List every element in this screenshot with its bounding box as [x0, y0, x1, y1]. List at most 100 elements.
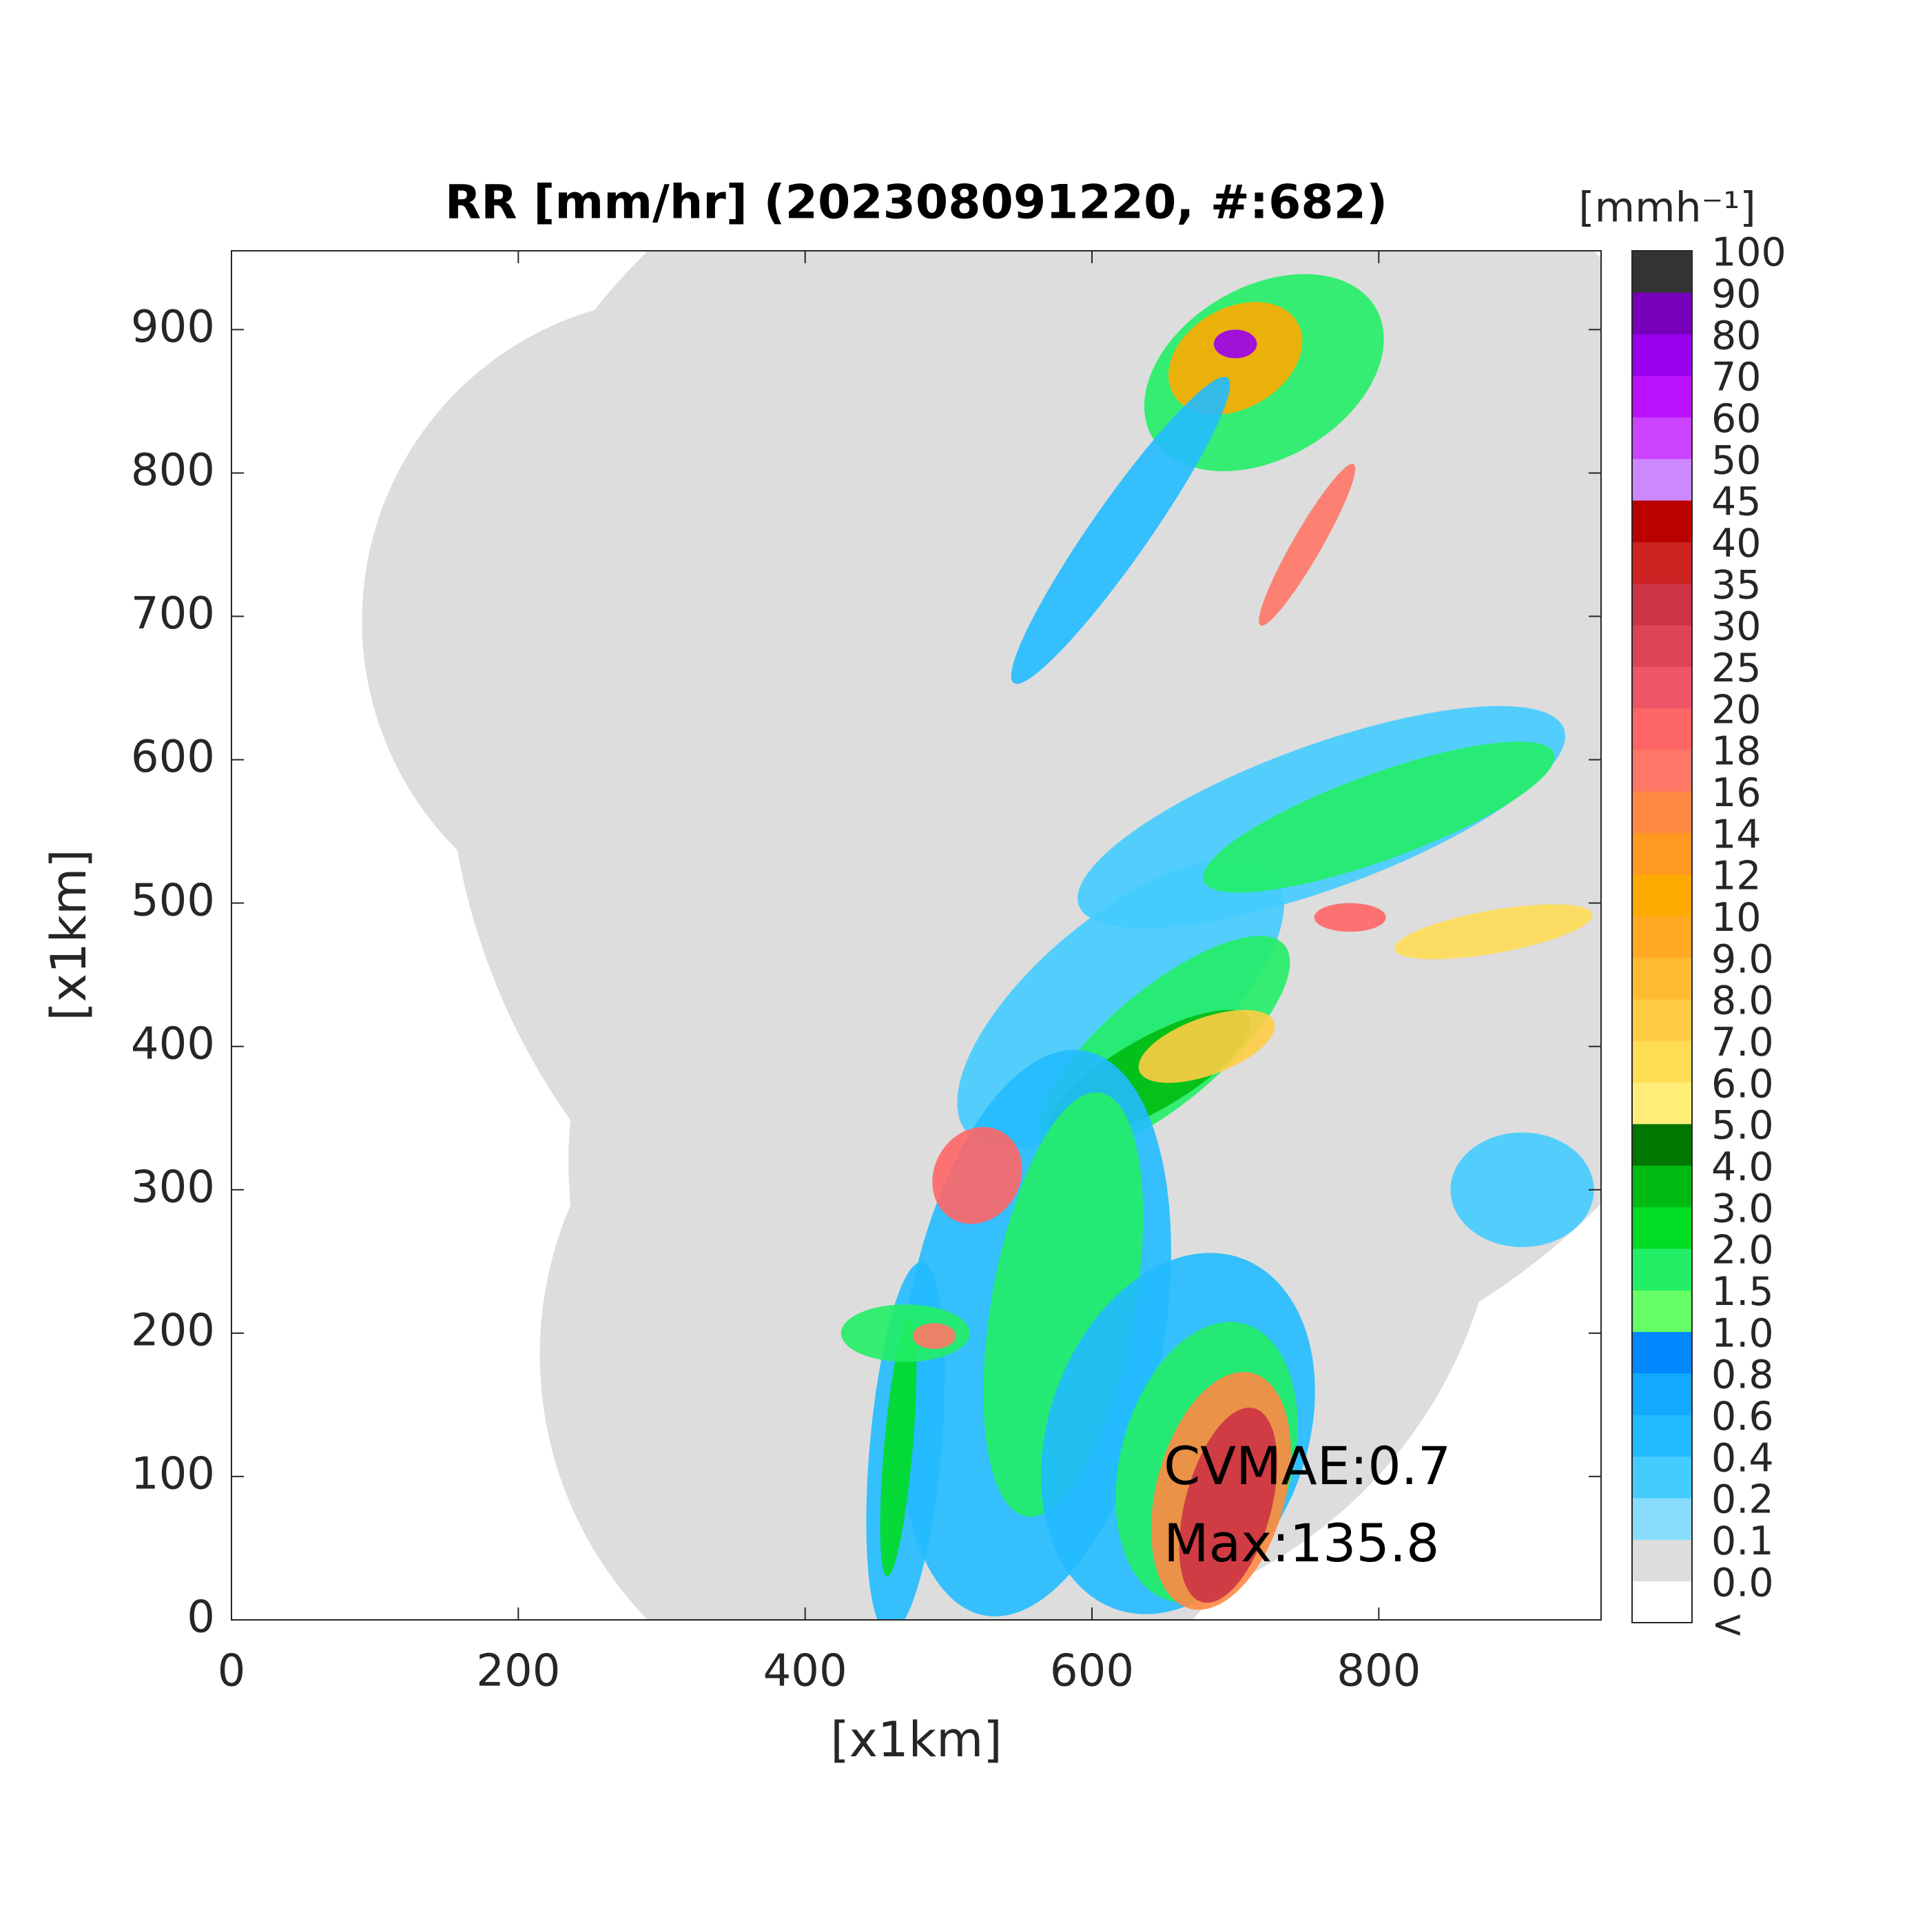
colorbar-label: 100	[1711, 230, 1786, 276]
colorbar-box	[1632, 1456, 1692, 1499]
rain-area	[932, 1127, 1022, 1224]
colorbar-label: 12	[1711, 854, 1762, 899]
colorbar-label: <	[1711, 1602, 1744, 1647]
colorbar-box	[1632, 791, 1692, 834]
colorbar-label: 0.8	[1711, 1353, 1774, 1398]
colorbar-box	[1632, 1040, 1692, 1083]
colorbar-label: 8.0	[1711, 978, 1774, 1024]
colorbar-box	[1632, 666, 1692, 709]
colorbar-box	[1632, 1124, 1692, 1166]
rain-area	[1213, 329, 1257, 359]
colorbar-box	[1632, 874, 1692, 916]
rain-area	[1394, 904, 1593, 960]
y-tick-label: 300	[131, 1162, 215, 1213]
colorbar-title: [mmh⁻¹]	[1578, 184, 1755, 232]
y-tick-label: 100	[131, 1449, 215, 1500]
colorbar-label: 7.0	[1711, 1020, 1774, 1065]
colorbar-label: 0.1	[1711, 1519, 1774, 1564]
colorbar-label: 25	[1711, 646, 1762, 691]
y-tick-label: 200	[131, 1305, 215, 1356]
colorbar-box	[1632, 1373, 1692, 1415]
y-tick-label: 800	[131, 445, 215, 496]
y-tick-label: 0	[187, 1592, 215, 1643]
colorbar-label: 4.0	[1711, 1144, 1774, 1190]
y-tick-label: 500	[131, 875, 215, 926]
colorbar-label: 0.6	[1711, 1394, 1774, 1439]
rain-area	[1314, 903, 1386, 932]
colorbar-label: 6.0	[1711, 1061, 1774, 1107]
colorbar-box	[1632, 458, 1692, 501]
colorbar-label: 3.0	[1711, 1186, 1774, 1231]
colorbar-box	[1632, 583, 1692, 626]
colorbar-label: 9.0	[1711, 936, 1774, 982]
colorbar-box	[1632, 376, 1692, 418]
map-area	[362, 251, 1601, 1620]
colorbar-label: 0.2	[1711, 1477, 1774, 1523]
colorbar-box	[1632, 832, 1692, 875]
colorbar-label: 50	[1711, 438, 1762, 483]
colorbar-label: 1.5	[1711, 1269, 1774, 1315]
colorbar-box	[1632, 1248, 1692, 1291]
chart-title: RR [mm/hr] (202308091220, #:682)	[445, 176, 1388, 230]
annotation: Max:135.8	[1164, 1512, 1439, 1574]
colorbar-box	[1632, 1539, 1692, 1582]
colorbar-box	[1632, 1498, 1692, 1540]
y-tick-label: 600	[131, 732, 215, 783]
colorbar-frame	[1631, 250, 1693, 1623]
rain-area	[1179, 1407, 1277, 1603]
rain-area	[1011, 376, 1230, 684]
colorbar-label: 90	[1711, 271, 1762, 317]
rain-area	[1450, 1132, 1594, 1248]
x-tick-label: 800	[1337, 1646, 1421, 1697]
colorbar-label: 5.0	[1711, 1103, 1774, 1149]
colorbar-box	[1632, 417, 1692, 460]
colorbar-box	[1632, 1165, 1692, 1208]
x-tick-label: 400	[763, 1646, 847, 1697]
colorbar-label: 2.0	[1711, 1228, 1774, 1273]
rain-area	[880, 1319, 917, 1576]
colorbar-label: 16	[1711, 770, 1762, 816]
colorbar-box	[1632, 542, 1692, 584]
colorbar-box	[1632, 333, 1692, 376]
rain-area	[1203, 741, 1555, 893]
rain-area	[1259, 463, 1356, 626]
x-axis-label: [x1km]	[830, 1712, 1002, 1768]
colorbar-box	[1632, 708, 1692, 750]
colorbar-box	[1632, 500, 1692, 542]
rain-area	[1138, 1009, 1275, 1083]
y-tick-label: 700	[131, 588, 215, 639]
rain-area	[912, 1323, 956, 1349]
colorbar-box	[1632, 1415, 1692, 1457]
colorbar-label: 60	[1711, 396, 1762, 442]
colorbar-box	[1632, 292, 1692, 335]
axes-frame	[231, 250, 1602, 1621]
colorbar-label: 0.0	[1711, 1560, 1774, 1605]
x-tick-label: 600	[1050, 1646, 1134, 1697]
colorbar-label: 1.0	[1711, 1311, 1774, 1356]
colorbar-label: 30	[1711, 604, 1762, 650]
colorbar-box	[1632, 1331, 1692, 1374]
colorbar-label: 20	[1711, 687, 1762, 732]
colorbar-label: 10	[1711, 895, 1762, 941]
colorbar-box	[1632, 957, 1692, 1000]
colorbar-label: 35	[1711, 562, 1762, 608]
colorbar-label: 0.4	[1711, 1435, 1774, 1481]
colorbar-label: 18	[1711, 729, 1762, 774]
x-tick-label: 200	[476, 1646, 560, 1697]
colorbar-box	[1632, 1290, 1692, 1333]
y-tick-label: 900	[131, 302, 215, 353]
colorbar-label: 40	[1711, 521, 1762, 566]
y-tick-label: 400	[131, 1018, 215, 1069]
colorbar-box	[1632, 999, 1692, 1041]
colorbar-box	[1632, 625, 1692, 667]
colorbar-label: 70	[1711, 355, 1762, 400]
colorbar-box	[1632, 251, 1692, 293]
x-tick-label: 0	[218, 1646, 246, 1697]
colorbar-box	[1632, 1581, 1692, 1623]
colorbar-label: 80	[1711, 313, 1762, 358]
colorbar-box	[1632, 1206, 1692, 1249]
colorbar-box	[1632, 916, 1692, 958]
colorbar-label: 45	[1711, 480, 1762, 525]
